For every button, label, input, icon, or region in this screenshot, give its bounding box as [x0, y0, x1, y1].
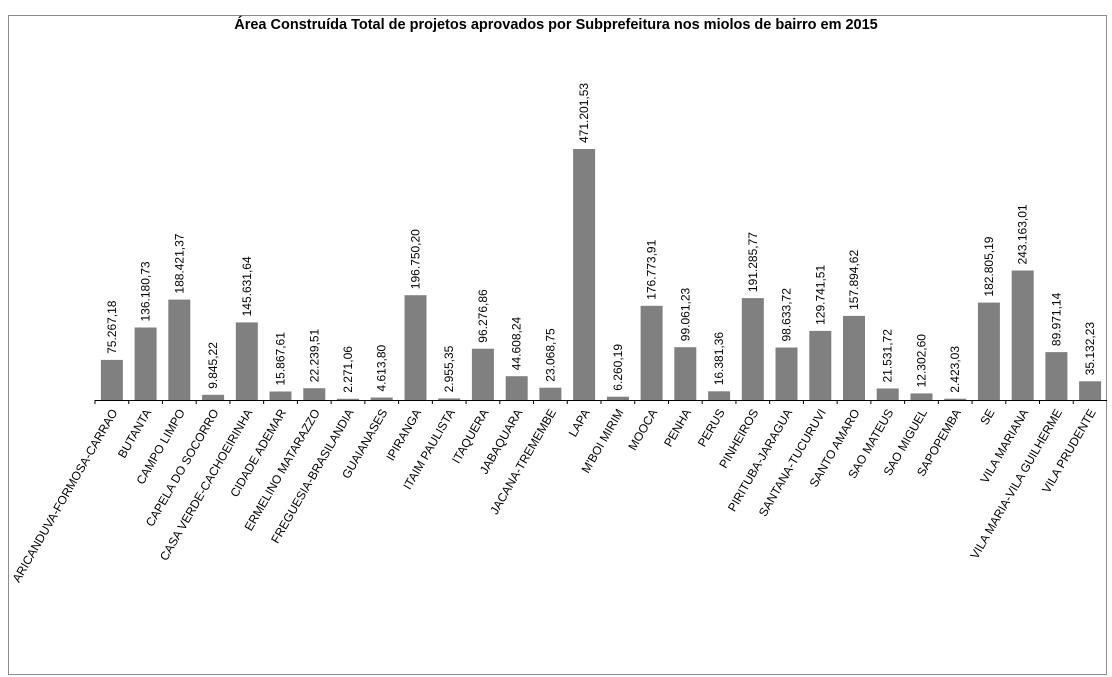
data-label: 145.631,64 [240, 256, 254, 316]
data-label: 191.285,77 [746, 232, 760, 292]
x-tick-label: SE [977, 407, 997, 428]
bar [337, 399, 359, 400]
data-label: 136.180,73 [139, 261, 153, 321]
data-label: 98.633,72 [780, 288, 794, 342]
x-tick-label: PERUS [695, 407, 728, 450]
bar [641, 306, 663, 400]
data-label: 196.750,20 [409, 229, 423, 289]
data-label: 2.271,06 [341, 346, 355, 393]
x-tick-label: PIRITUBA-JARAGUA [725, 407, 795, 514]
data-label: 2.423,03 [948, 346, 962, 393]
bar [438, 398, 460, 400]
data-label: 471.201,53 [577, 83, 591, 143]
data-label: 157.894,62 [847, 250, 861, 310]
bar [607, 397, 629, 400]
bar [472, 349, 494, 400]
bar [978, 303, 1000, 400]
bar [911, 393, 933, 400]
data-label: 129.741,51 [813, 265, 827, 325]
data-label: 75.267,18 [105, 300, 119, 354]
bar [539, 388, 561, 400]
data-label: 243.163,01 [1016, 204, 1030, 264]
bar [877, 389, 899, 401]
bar [776, 348, 798, 401]
data-label: 23.068,75 [543, 328, 557, 382]
data-label: 15.867,61 [274, 332, 288, 386]
data-label: 96.276,86 [476, 289, 490, 343]
x-tick-label: ARICANDUVA-FORMOSA-CARRAO [9, 407, 120, 585]
bar [506, 376, 528, 400]
bar [303, 388, 325, 400]
data-label: 21.531,72 [881, 329, 895, 383]
data-label: 9.845,22 [206, 342, 220, 389]
data-label: 44.608,24 [510, 316, 524, 370]
x-tick-label: LAPA [566, 407, 593, 440]
bar [944, 399, 966, 400]
data-label: 89.971,14 [1049, 292, 1063, 346]
bar [708, 391, 730, 400]
data-label: 12.302,60 [915, 334, 929, 388]
bar [1012, 271, 1034, 401]
data-label: 16.381,36 [712, 332, 726, 386]
bar [101, 360, 123, 400]
data-label: 182.805,19 [982, 236, 996, 296]
bar [1079, 381, 1101, 400]
data-label: 35.132,23 [1083, 322, 1097, 376]
bar [135, 328, 157, 401]
bar [843, 316, 865, 400]
bar [202, 395, 224, 400]
bar [168, 300, 190, 400]
bar [1045, 352, 1067, 400]
bar [809, 331, 831, 400]
bar [573, 149, 595, 400]
data-label: 4.613,80 [375, 344, 389, 391]
bar [371, 398, 393, 401]
data-label: 176.773,91 [645, 239, 659, 299]
bar [674, 347, 696, 400]
x-tick-label: PENHA [661, 407, 694, 450]
bar [270, 392, 292, 401]
bar [236, 322, 258, 400]
bar [405, 295, 427, 400]
data-label: 2.955,35 [442, 345, 456, 392]
data-label: 99.061,23 [678, 287, 692, 341]
data-label: 22.239,51 [307, 328, 321, 382]
bar [742, 298, 764, 400]
data-label: 6.260,19 [611, 344, 625, 391]
x-tick-label: MOOCA [625, 407, 660, 453]
data-label: 188.421,37 [172, 233, 186, 293]
x-tick-label: JACANA-TREMEMBE [487, 407, 559, 517]
